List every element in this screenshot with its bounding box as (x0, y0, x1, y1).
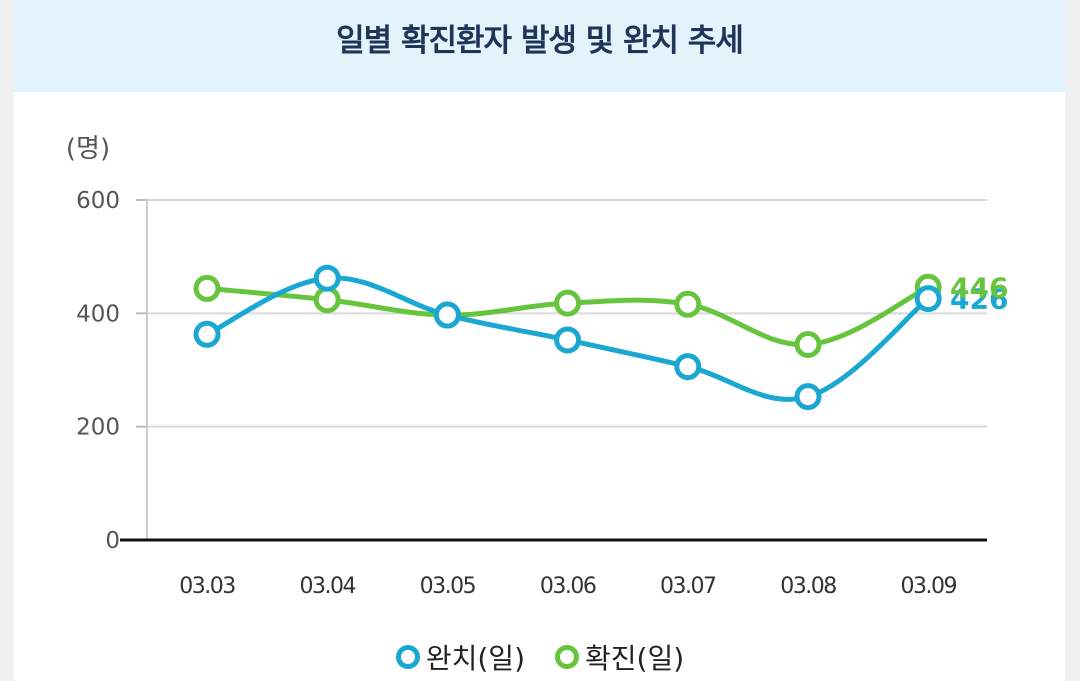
x-tick-label: 03.04 (299, 574, 355, 599)
legend-marker-icon (555, 645, 579, 669)
data-point (554, 326, 582, 354)
x-tick-label: 03.03 (179, 574, 235, 599)
chart-title: 일별 확진환자 발생 및 완치 추세 (336, 22, 744, 59)
x-tick-label: 03.08 (780, 574, 836, 599)
y-unit-label: (명) (66, 134, 110, 164)
data-point (313, 286, 341, 314)
legend-label: 완치(일) (425, 642, 525, 675)
data-point (193, 274, 221, 302)
chart-card: 일별 확진환자 발생 및 완치 추세 (14, 0, 1065, 681)
legend-item: 확진(일) (555, 637, 684, 677)
x-tick-label: 03.09 (900, 574, 956, 599)
legend-item: 완치(일) (395, 637, 525, 677)
data-point (794, 331, 822, 358)
y-tick-label: 200 (76, 415, 120, 441)
data-point (794, 383, 822, 411)
end-value-label: 446 (950, 271, 1008, 304)
x-tick-label: 03.06 (540, 574, 596, 599)
data-point (193, 320, 221, 348)
x-tick-label: 03.05 (420, 574, 476, 599)
chart-legend: 완치(일) 확진(일) (0, 633, 1080, 681)
legend-marker-icon (395, 645, 420, 669)
data-point (433, 301, 461, 329)
chart-header: 일별 확진환자 발생 및 완치 추세 (14, 0, 1065, 92)
data-point (914, 285, 942, 313)
legend-label: 확진(일) (585, 642, 685, 675)
x-tick-label: 03.07 (660, 574, 716, 599)
data-point (674, 353, 702, 381)
data-point (674, 290, 702, 318)
end-value-label: 426 (950, 283, 1008, 316)
y-tick-label: 600 (76, 188, 120, 214)
y-tick-label: 400 (76, 301, 120, 327)
y-tick-label: 0 (105, 528, 120, 554)
data-point (554, 289, 582, 317)
data-point (313, 264, 341, 292)
